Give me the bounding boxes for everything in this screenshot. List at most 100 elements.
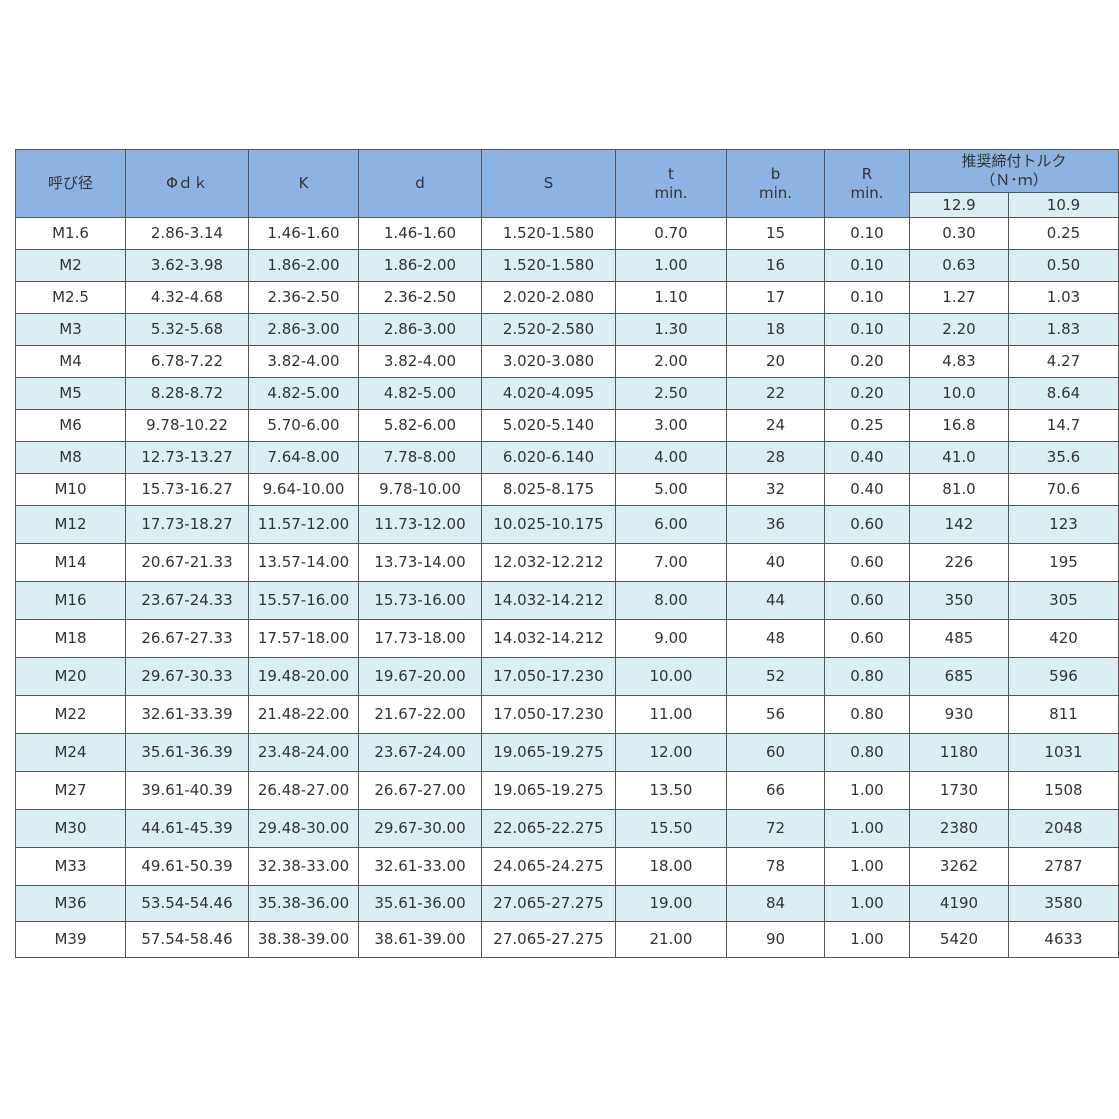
table-cell: 9.00	[615, 619, 727, 658]
table-cell: 0.40	[824, 441, 910, 474]
table-cell: 6.020-6.140	[481, 441, 616, 474]
table-cell: 1.00	[615, 249, 727, 282]
table-cell: 0.80	[824, 695, 910, 734]
table-cell: 15.73-16.27	[125, 473, 249, 506]
table-cell: 16.8	[909, 409, 1009, 442]
table-cell: 5420	[909, 921, 1009, 958]
table-cell: 90	[726, 921, 825, 958]
table-cell: 226	[909, 543, 1009, 582]
table-cell: 8.64	[1008, 377, 1119, 410]
table-cell: 9.64-10.00	[248, 473, 359, 506]
table-cell: 0.20	[824, 377, 910, 410]
table-cell: 4.83	[909, 345, 1009, 378]
header-line: R	[861, 164, 873, 183]
table-cell: 26.67-27.33	[125, 619, 249, 658]
table-cell: 4.020-4.095	[481, 377, 616, 410]
table-cell: 0.25	[1008, 217, 1119, 250]
table-cell: 35.61-36.00	[358, 885, 482, 922]
header-cell: d	[358, 149, 482, 218]
table-cell: M2.5	[15, 281, 126, 314]
table-cell: 0.25	[824, 409, 910, 442]
table-cell: 35.6	[1008, 441, 1119, 474]
header-line: min.	[654, 183, 688, 202]
table-cell: 29.67-30.33	[125, 657, 249, 696]
table-cell: 6.00	[615, 505, 727, 544]
table-cell: 2.520-2.580	[481, 313, 616, 346]
table-cell: 0.30	[909, 217, 1009, 250]
table-cell: 1.00	[824, 809, 910, 848]
table-row: M5 8.28-8.72 4.82-5.00 4.82-5.00 4.020-4.095…	[15, 377, 1119, 410]
table-cell: 6.78-7.22	[125, 345, 249, 378]
table-row: M12 17.73-18.27 11.57-12.00 11.73-12.00 10.0…	[15, 505, 1119, 544]
table-cell: M5	[15, 377, 126, 410]
table-cell: 17	[726, 281, 825, 314]
table-cell: 84	[726, 885, 825, 922]
table-cell: M10	[15, 473, 126, 506]
table-cell: 22	[726, 377, 825, 410]
table-cell: 17.73-18.27	[125, 505, 249, 544]
table-cell: 15	[726, 217, 825, 250]
table-cell: M3	[15, 313, 126, 346]
table-cell: 0.10	[824, 249, 910, 282]
table-cell: 19.065-19.275	[481, 733, 616, 772]
table-cell: 2.020-2.080	[481, 281, 616, 314]
table-cell: 21.00	[615, 921, 727, 958]
table-cell: 39.61-40.39	[125, 771, 249, 810]
table-cell: 23.48-24.00	[248, 733, 359, 772]
table-cell: M39	[15, 921, 126, 958]
table-cell: 17.050-17.230	[481, 657, 616, 696]
table-cell: 20.67-21.33	[125, 543, 249, 582]
table-cell: 72	[726, 809, 825, 848]
table-cell: 1.520-1.580	[481, 217, 616, 250]
table-cell: 142	[909, 505, 1009, 544]
table-cell: 1.86-2.00	[248, 249, 359, 282]
table-cell: 56	[726, 695, 825, 734]
table-cell: 23.67-24.00	[358, 733, 482, 772]
table-row: M8 12.73-13.27 7.64-8.00 7.78-8.00 6.020-6.1…	[15, 441, 1119, 474]
table-cell: 9.78-10.00	[358, 473, 482, 506]
table-cell: 27.065-27.275	[481, 921, 616, 958]
table-row: M6 9.78-10.22 5.70-6.00 5.82-6.00 5.020-5.14…	[15, 409, 1119, 442]
table-cell: 0.80	[824, 657, 910, 696]
table-cell: 11.57-12.00	[248, 505, 359, 544]
table-cell: 0.10	[824, 313, 910, 346]
table-cell: 32	[726, 473, 825, 506]
table-cell: 195	[1008, 543, 1119, 582]
table-cell: 5.020-5.140	[481, 409, 616, 442]
table-cell: 4.27	[1008, 345, 1119, 378]
table-cell: 5.32-5.68	[125, 313, 249, 346]
table-cell: 1.520-1.580	[481, 249, 616, 282]
table-cell: 66	[726, 771, 825, 810]
table-cell: 4.82-5.00	[248, 377, 359, 410]
table-cell: 0.50	[1008, 249, 1119, 282]
table-cell: 0.40	[824, 473, 910, 506]
table-cell: 4.32-4.68	[125, 281, 249, 314]
header-cell: S	[481, 149, 616, 218]
table-cell: 13.50	[615, 771, 727, 810]
table-cell: 1.27	[909, 281, 1009, 314]
table-cell: 9.78-10.22	[125, 409, 249, 442]
table-cell: 0.20	[824, 345, 910, 378]
table-body: M1.6 2.86-3.14 1.46-1.60 1.46-1.60 1.520-1.5…	[15, 217, 1119, 958]
table-cell: 17.73-18.00	[358, 619, 482, 658]
table-cell: 32.61-33.00	[358, 847, 482, 886]
table-cell: 350	[909, 581, 1009, 620]
table-cell: 26.67-27.00	[358, 771, 482, 810]
header-cell: K	[248, 149, 359, 218]
table-cell: 12.73-13.27	[125, 441, 249, 474]
table-cell: M20	[15, 657, 126, 696]
table-cell: 4633	[1008, 921, 1119, 958]
table-cell: 811	[1008, 695, 1119, 734]
table-cell: 10.0	[909, 377, 1009, 410]
table-row: M18 26.67-27.33 17.57-18.00 17.73-18.00 14.0…	[15, 619, 1119, 658]
table-cell: M22	[15, 695, 126, 734]
table-cell: 3.82-4.00	[248, 345, 359, 378]
table-cell: 13.73-14.00	[358, 543, 482, 582]
table-cell: 24	[726, 409, 825, 442]
header-cell: 推奨締付トルク （Ｎ･ｍ）	[909, 149, 1119, 193]
table-cell: 15.50	[615, 809, 727, 848]
table-cell: 11.73-12.00	[358, 505, 482, 544]
table-row: M27 39.61-40.39 26.48-27.00 26.67-27.00 19.0…	[15, 771, 1119, 810]
